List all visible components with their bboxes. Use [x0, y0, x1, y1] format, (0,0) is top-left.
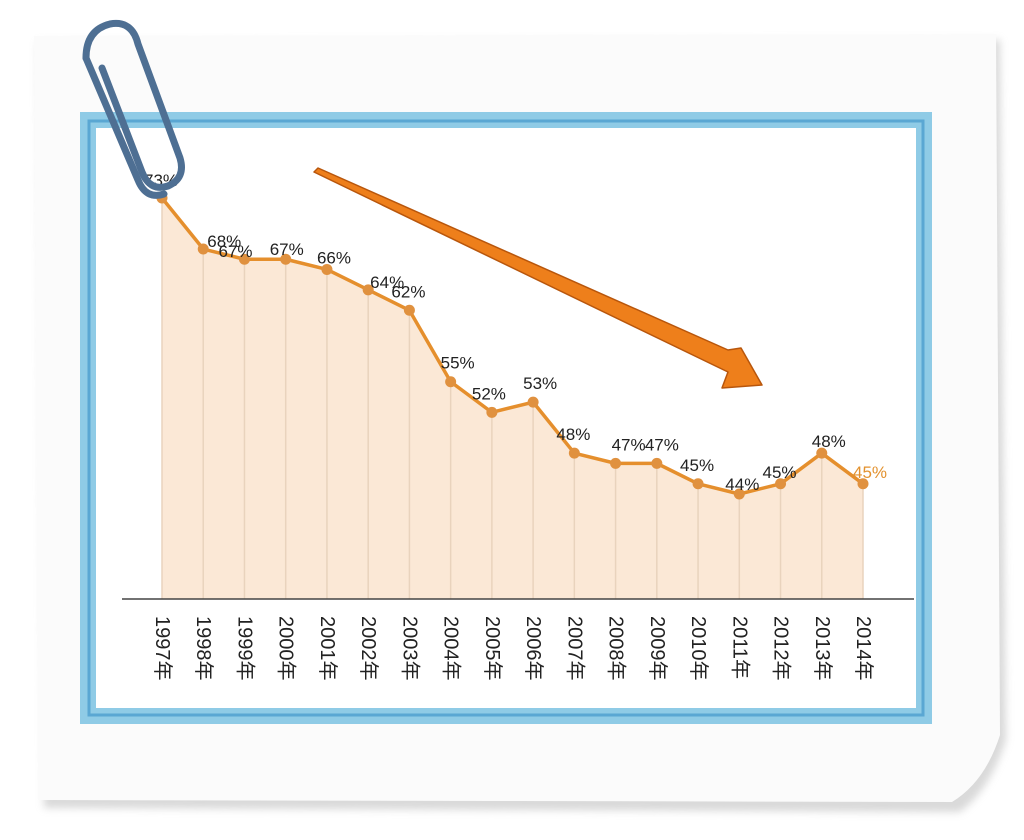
value-label: 47% — [612, 435, 646, 454]
value-label: 62% — [391, 282, 425, 301]
data-point — [692, 478, 704, 490]
trend-arrow — [313, 167, 763, 389]
x-tick-label: 2007年 — [563, 616, 586, 681]
area-fill — [162, 198, 863, 599]
data-point — [321, 263, 333, 275]
data-point — [445, 376, 457, 388]
value-label: 45% — [853, 463, 887, 482]
x-tick-label: 1999年 — [233, 616, 256, 681]
x-tick-label: 2002年 — [357, 616, 380, 681]
value-label: 67% — [270, 240, 304, 259]
value-label: 52% — [472, 384, 506, 403]
data-point — [403, 304, 415, 316]
x-tick-label: 2006年 — [522, 616, 545, 681]
x-tick-label: 2001年 — [316, 616, 339, 681]
value-label: 53% — [523, 374, 557, 393]
value-label: 48% — [812, 432, 846, 451]
x-tick-label: 2009年 — [646, 616, 669, 681]
value-label: 45% — [763, 463, 797, 482]
data-point — [486, 406, 498, 418]
x-tick-label: 2012年 — [770, 616, 793, 681]
paperclip-icon — [82, 19, 185, 199]
x-tick-labels: 1997年 1998年 1999年 2000年 2001年 2002年 2003年 2004年… — [151, 616, 875, 681]
x-tick-label: 2013年 — [811, 616, 834, 681]
data-point — [733, 488, 745, 500]
data-labels: 73%68%67% 67% 66%64%62%55%52%53%48%47% 47%4… — [144, 171, 887, 494]
data-point — [775, 478, 787, 490]
x-tick-label: 2008年 — [605, 616, 628, 681]
value-label: 67% — [218, 242, 252, 261]
x-tick-label: 2003年 — [398, 616, 421, 681]
x-tick-label: 2000年 — [275, 616, 298, 681]
data-point — [816, 447, 828, 459]
data-point — [857, 478, 869, 490]
value-label: 68% — [207, 232, 241, 251]
drop-lines — [161, 198, 864, 599]
value-label: 47% — [645, 435, 679, 454]
x-tick-label: 2004年 — [440, 616, 463, 681]
data-point — [238, 253, 250, 265]
x-tick-label: 1997年 — [151, 616, 174, 681]
data-point — [197, 243, 209, 255]
series-polyline — [160, 196, 865, 496]
value-label: 45% — [680, 456, 714, 475]
x-tick-label: 2014年 — [852, 616, 875, 681]
series-line — [160, 196, 865, 496]
data-point — [280, 253, 292, 265]
chart-frame-inner — [87, 119, 925, 717]
value-label: 66% — [317, 248, 351, 267]
data-point — [527, 396, 539, 408]
x-tick-label: 2005年 — [481, 616, 504, 681]
down-arrow-icon — [313, 167, 763, 389]
value-label: 48% — [556, 425, 590, 444]
value-label: 44% — [725, 475, 759, 494]
x-tick-label: 2011年 — [728, 616, 751, 679]
data-point — [362, 284, 374, 296]
markers — [156, 192, 869, 500]
data-point — [651, 457, 663, 469]
area-layer — [162, 198, 863, 599]
x-tick-label: 2010年 — [687, 616, 710, 681]
value-label: 64% — [370, 273, 404, 292]
data-point — [568, 447, 580, 459]
value-label: 55% — [441, 354, 475, 373]
data-point — [610, 457, 622, 469]
x-tick-label: 1998年 — [192, 616, 215, 681]
